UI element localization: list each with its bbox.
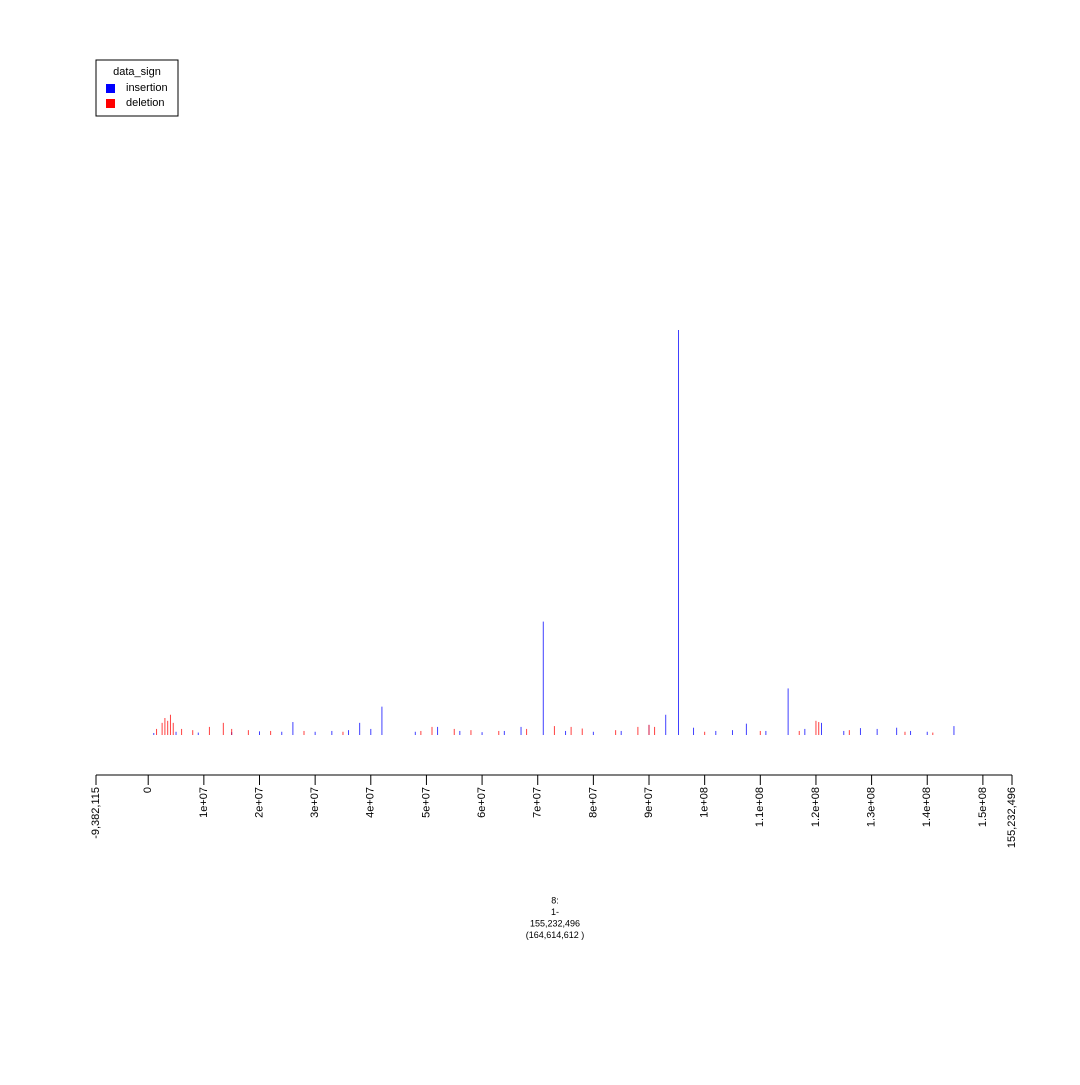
x-tick-label: 1.3e+08 — [865, 787, 877, 827]
x-axis-label: 155,232,496 — [530, 918, 580, 928]
x-tick-label: 9e+07 — [643, 787, 655, 818]
legend-label: deletion — [126, 97, 165, 109]
x-tick-label: -9,382,115 — [90, 787, 102, 839]
x-tick-label: 2e+07 — [253, 787, 265, 818]
x-tick-label: 155,232,496 — [1006, 787, 1018, 848]
x-tick-label: 8e+07 — [587, 787, 599, 818]
legend-swatch — [106, 84, 115, 93]
x-tick-label: 1.5e+08 — [977, 787, 989, 827]
x-tick-label: 1.1e+08 — [754, 787, 766, 827]
legend-label: insertion — [126, 82, 168, 94]
legend-swatch — [106, 99, 115, 108]
x-axis-label: (164,614,612 ) — [526, 930, 585, 940]
legend-title: data_sign — [113, 66, 161, 78]
x-tick-label: 7e+07 — [532, 787, 544, 818]
x-tick-label: 1.4e+08 — [921, 787, 933, 827]
x-tick-label: 5e+07 — [420, 787, 432, 818]
x-axis-label: 8: — [551, 895, 559, 905]
x-tick-label: 6e+07 — [476, 787, 488, 818]
x-tick-label: 1e+07 — [198, 787, 210, 818]
x-tick-label: 1e+08 — [699, 787, 711, 818]
x-tick-label: 1.2e+08 — [810, 787, 822, 827]
x-tick-label: 3e+07 — [309, 787, 321, 818]
x-tick-label: 4e+07 — [365, 787, 377, 818]
x-axis-label: 1- — [551, 907, 559, 917]
x-tick-label: 0 — [142, 787, 154, 793]
